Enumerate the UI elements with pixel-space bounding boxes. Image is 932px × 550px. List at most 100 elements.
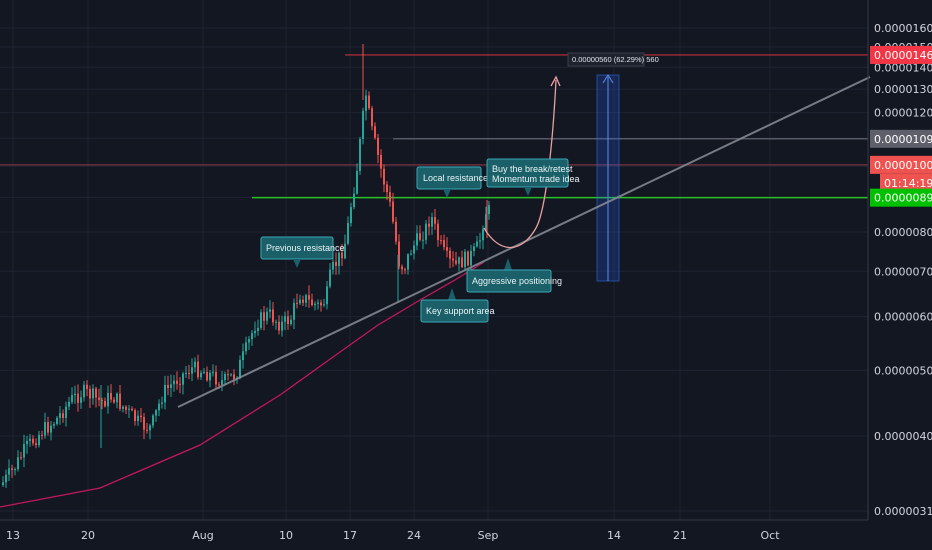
candle-body [113, 399, 115, 403]
annotation-local-resistance: Local resistance [416, 166, 488, 198]
candle-body [107, 392, 109, 407]
time-tick-label: 14 [607, 529, 621, 542]
candle-body [476, 241, 478, 247]
time-tick-label: 13 [6, 529, 20, 542]
candle-body [332, 261, 334, 270]
candle-body [209, 372, 211, 381]
candle-body [197, 361, 199, 378]
svg-text:Key support area: Key support area [426, 306, 495, 316]
candle-body [437, 223, 439, 241]
candle-body [359, 138, 361, 171]
annotation-text: Buy the break/retest [492, 164, 573, 174]
measure-label-text: 0.00000560 (62.29%) 560 [572, 55, 659, 64]
svg-text:Local resistance: Local resistance [423, 173, 488, 183]
candle-body [155, 410, 157, 416]
candle-body [137, 415, 139, 421]
candle-body [449, 250, 451, 259]
candle-body [44, 422, 46, 436]
candle-body [218, 384, 220, 386]
candle-body [479, 240, 481, 242]
candle-body [47, 422, 49, 433]
candle-body [305, 295, 307, 303]
candle-body [164, 384, 166, 403]
candle-body [230, 374, 232, 376]
candle-body [293, 302, 295, 320]
candle-body [326, 286, 328, 305]
candle-body [266, 311, 268, 321]
candle-body [458, 257, 460, 264]
price-tag-label: 0.00001005 [874, 159, 932, 172]
candle-body [287, 316, 289, 324]
candle-body [185, 372, 187, 374]
candle-body [131, 408, 133, 411]
time-tick-label: 10 [279, 529, 293, 542]
candle-body [5, 474, 7, 483]
svg-text:Aggressive positioning: Aggressive positioning [472, 276, 562, 286]
price-tag [870, 155, 932, 174]
candle-body [128, 408, 130, 410]
candle-body [92, 388, 94, 399]
candle-body [425, 223, 427, 240]
candle-body [371, 108, 373, 127]
price-tag-label: 0.00001098 [874, 133, 932, 146]
candle-body [401, 266, 403, 270]
candle-body [59, 413, 61, 418]
candle-body [353, 193, 355, 208]
candle-body [233, 374, 235, 380]
annotation-text: Aggressive positioning [472, 276, 562, 286]
candle-body [29, 438, 31, 441]
time-tick-label: 20 [81, 529, 95, 542]
candle-body [272, 309, 274, 323]
candle-body [17, 457, 19, 470]
time-tick-label: 17 [343, 529, 357, 542]
candle-body [212, 371, 214, 373]
candle-body [89, 388, 91, 399]
candle-body [251, 333, 253, 340]
candle-body [71, 395, 73, 402]
price-tag [870, 129, 932, 148]
candle-body [383, 168, 385, 185]
candle-body [77, 393, 79, 403]
candle-body [269, 309, 271, 312]
candle-body [26, 440, 28, 445]
candle-body [80, 397, 82, 403]
candle-body [473, 246, 475, 251]
price-axis[interactable]: 0.000016000.000015000.000014000.00001300… [874, 22, 932, 518]
candle-body [464, 251, 466, 268]
candle-body [206, 371, 208, 381]
candle-body [224, 374, 226, 381]
time-axis[interactable]: 13 20 Aug 10 17 24 Sep 14 21 Oct [6, 529, 780, 542]
candle-body [368, 95, 370, 109]
candle-body [404, 269, 406, 271]
candle-body [35, 443, 37, 446]
candle-body [278, 321, 280, 331]
candle-body [311, 299, 313, 306]
candle-body [419, 233, 421, 240]
candle-body [263, 312, 265, 321]
price-tag [870, 45, 932, 64]
candle-body [347, 222, 349, 244]
time-tick-label: Aug [192, 529, 213, 542]
candle-body [413, 245, 415, 254]
price-tag [870, 188, 932, 207]
measure-label: 0.00000560 (62.29%) 560 [567, 52, 659, 67]
candle-body [443, 240, 445, 248]
candle-body [317, 302, 319, 304]
candle-body [176, 380, 178, 384]
measure-zone-arrowhead [602, 74, 614, 84]
candle-body [53, 424, 55, 426]
candle-body [170, 384, 172, 388]
candle-body [428, 223, 430, 227]
candle-body [254, 330, 256, 334]
candle-body [161, 402, 163, 404]
candle-body [95, 388, 97, 398]
candle-body [395, 221, 397, 242]
candle-body [200, 372, 202, 378]
grid [0, 0, 868, 520]
time-tick-label: Sep [478, 529, 499, 542]
